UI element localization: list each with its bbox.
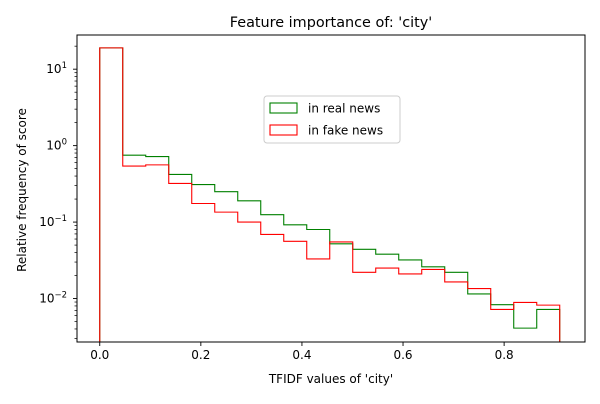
histogram-bin xyxy=(537,305,560,342)
histogram-bin xyxy=(376,268,399,342)
x-tick-label: 0.2 xyxy=(191,348,210,362)
legend-swatch xyxy=(269,102,298,114)
legend-item: in real news xyxy=(269,102,380,116)
histogram-bin xyxy=(123,155,146,342)
x-tick-label: 0.8 xyxy=(495,348,514,362)
histogram-bin xyxy=(169,174,192,342)
histogram-bin xyxy=(123,166,146,342)
legend: in real news in fake news xyxy=(263,95,401,144)
histogram-bin xyxy=(491,305,514,342)
histogram-bin xyxy=(537,309,560,342)
y-axis-label: Relative frequency of score xyxy=(15,108,29,272)
x-tick-label: 0.6 xyxy=(393,348,412,362)
histogram-bin xyxy=(215,192,238,342)
histogram-bin xyxy=(261,234,284,342)
histogram-bin xyxy=(307,229,330,342)
histogram-bin xyxy=(238,222,261,342)
histogram-bin xyxy=(445,282,468,342)
histogram-bin xyxy=(330,242,353,342)
histogram-step-line xyxy=(99,47,561,342)
series-fake-news xyxy=(99,47,561,343)
histogram-bin xyxy=(100,48,123,342)
histogram-bin xyxy=(146,165,169,342)
plot-frame xyxy=(76,34,586,343)
histogram-bin xyxy=(399,260,422,342)
y-tick-label: 10−2 xyxy=(39,291,67,306)
histogram-bin xyxy=(261,215,284,342)
legend-box xyxy=(263,95,401,144)
histogram-bin xyxy=(192,185,215,342)
histogram-bin xyxy=(330,244,353,342)
histogram-bin xyxy=(468,294,491,342)
histogram-bin xyxy=(422,267,445,342)
histogram-bin xyxy=(146,157,169,342)
series-layer xyxy=(99,47,561,343)
legend-label: in real news xyxy=(308,102,380,116)
histogram-bin xyxy=(192,204,215,343)
histogram-bin xyxy=(215,212,238,342)
x-tick-label: 0.0 xyxy=(90,348,109,362)
histogram-bin xyxy=(514,302,537,342)
histogram-bin xyxy=(376,254,399,342)
histogram-bin xyxy=(514,328,537,342)
histogram-bin xyxy=(468,289,491,342)
histogram-bin xyxy=(100,48,123,342)
y-tick-label: 10−1 xyxy=(39,214,67,229)
histogram-bin xyxy=(353,249,376,342)
x-tick-label: 0.4 xyxy=(292,348,311,362)
histogram-bin xyxy=(445,272,468,342)
histogram-bin xyxy=(422,269,445,342)
legend-swatch xyxy=(269,124,298,136)
y-tick-label: 101 xyxy=(46,61,67,76)
legend-item: in fake news xyxy=(269,124,383,138)
y-axis-ticks: 10−2 10−1 100 101 xyxy=(39,45,77,339)
x-axis-ticks: 0.0 0.2 0.4 0.6 0.8 xyxy=(90,342,514,362)
histogram-bin xyxy=(169,183,192,342)
histogram-bin xyxy=(491,309,514,342)
legend-label: in fake news xyxy=(308,124,383,138)
histogram-bin xyxy=(307,259,330,342)
x-axis-label: TFIDF values of 'city' xyxy=(268,372,393,386)
histogram-bin xyxy=(353,272,376,342)
chart-title: Feature importance of: 'city' xyxy=(230,15,433,31)
histogram-bin xyxy=(284,225,307,342)
histogram-bin xyxy=(399,274,422,342)
histogram-bin xyxy=(284,241,307,342)
y-tick-label: 100 xyxy=(46,138,67,153)
